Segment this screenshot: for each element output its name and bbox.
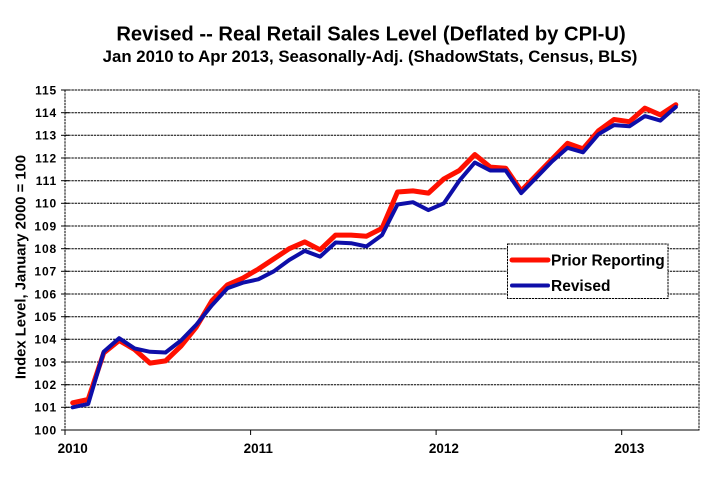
svg-text:2013: 2013	[614, 441, 645, 456]
svg-text:110: 110	[35, 197, 57, 211]
svg-text:Revised: Revised	[551, 278, 610, 295]
svg-text:Index Level, January 2000 = 10: Index Level, January 2000 = 100	[14, 155, 30, 379]
svg-text:115: 115	[35, 83, 57, 97]
svg-text:106: 106	[34, 287, 57, 301]
svg-text:101: 101	[34, 401, 57, 415]
svg-text:Jan 2010 to Apr 2013, Seasonal: Jan 2010 to Apr 2013, Seasonally-Adj. (S…	[103, 47, 638, 66]
svg-text:111: 111	[36, 174, 57, 188]
svg-text:2012: 2012	[429, 441, 459, 456]
svg-text:103: 103	[34, 355, 57, 369]
svg-text:107: 107	[34, 265, 57, 279]
svg-text:113: 113	[35, 129, 57, 143]
svg-text:2011: 2011	[244, 441, 274, 456]
svg-text:Prior Reporting: Prior Reporting	[551, 253, 665, 270]
svg-text:114: 114	[35, 106, 57, 120]
svg-text:108: 108	[34, 242, 57, 256]
svg-text:109: 109	[34, 219, 57, 233]
svg-text:Revised -- Real Retail Sales L: Revised -- Real Retail Sales Level (Defl…	[116, 24, 625, 46]
svg-text:100: 100	[34, 423, 57, 437]
svg-text:112: 112	[35, 151, 57, 165]
svg-text:2010: 2010	[58, 441, 88, 456]
svg-text:104: 104	[34, 333, 57, 347]
svg-text:105: 105	[34, 310, 57, 324]
svg-text:102: 102	[34, 378, 57, 392]
